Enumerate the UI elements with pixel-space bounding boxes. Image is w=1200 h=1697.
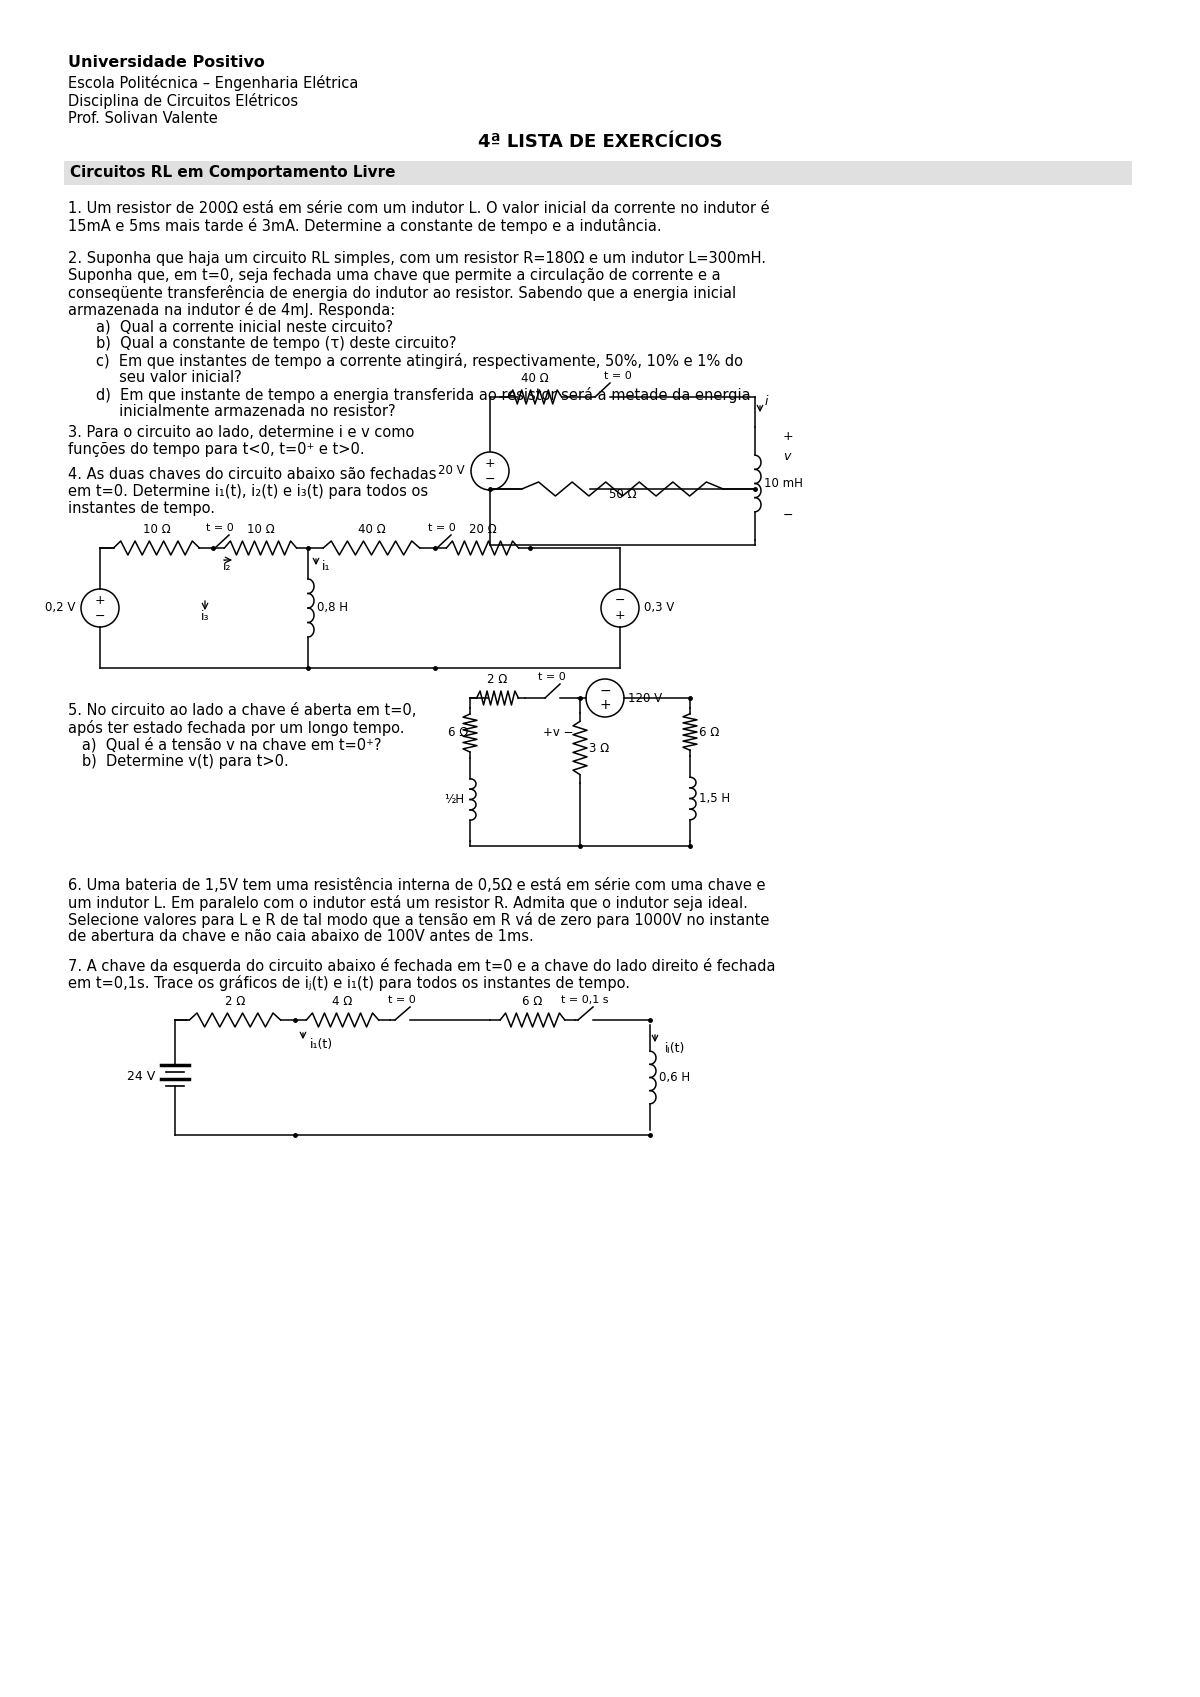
Text: i₁(t): i₁(t) [310, 1039, 334, 1050]
Text: armazenada na indutor é de 4mJ. Responda:: armazenada na indutor é de 4mJ. Responda… [68, 302, 395, 317]
Text: i₁: i₁ [322, 560, 330, 574]
Text: 50 Ω: 50 Ω [608, 489, 636, 501]
Text: funções do tempo para t<0, t=0⁺ e t>0.: funções do tempo para t<0, t=0⁺ e t>0. [68, 441, 365, 456]
FancyBboxPatch shape [64, 161, 1132, 185]
Text: 40 Ω: 40 Ω [521, 372, 548, 385]
Text: 10 Ω: 10 Ω [143, 523, 170, 536]
Text: Selecione valores para L e R de tal modo que a tensão em R vá de zero para 1000V: Selecione valores para L e R de tal modo… [68, 911, 769, 928]
Text: 3. Para o circuito ao lado, determine i e v como: 3. Para o circuito ao lado, determine i … [68, 424, 414, 440]
Text: 0,2 V: 0,2 V [44, 601, 74, 614]
Text: Suponha que, em t=0, seja fechada uma chave que permite a circulação de corrente: Suponha que, em t=0, seja fechada uma ch… [68, 268, 721, 283]
Text: 10 mH: 10 mH [764, 477, 803, 490]
Text: t = 0,1 s: t = 0,1 s [562, 994, 608, 1005]
Text: 3 Ω: 3 Ω [589, 742, 610, 755]
Text: i: i [766, 395, 768, 407]
Text: 5. No circuito ao lado a chave é aberta em t=0,: 5. No circuito ao lado a chave é aberta … [68, 703, 416, 718]
Text: t = 0: t = 0 [538, 672, 566, 682]
Text: 2 Ω: 2 Ω [224, 994, 245, 1008]
Text: t = 0: t = 0 [428, 523, 456, 533]
Text: +: + [784, 431, 793, 443]
Text: um indutor L. Em paralelo com o indutor está um resistor R. Admita que o indutor: um indutor L. Em paralelo com o indutor … [68, 894, 748, 911]
Text: b)  Qual a constante de tempo (τ) deste circuito?: b) Qual a constante de tempo (τ) deste c… [96, 336, 456, 351]
Text: +: + [485, 456, 496, 470]
Text: +: + [95, 594, 106, 608]
Text: 10 Ω: 10 Ω [247, 523, 275, 536]
Text: Circuitos RL em Comportamento Livre: Circuitos RL em Comportamento Livre [70, 165, 396, 180]
Text: 6 Ω: 6 Ω [522, 994, 542, 1008]
Text: em t=0. Determine i₁(t), i₂(t) e i₃(t) para todos os: em t=0. Determine i₁(t), i₂(t) e i₃(t) p… [68, 484, 428, 499]
Text: 6 Ω: 6 Ω [698, 726, 719, 738]
Text: 40 Ω: 40 Ω [358, 523, 385, 536]
Text: de abertura da chave e não caia abaixo de 100V antes de 1ms.: de abertura da chave e não caia abaixo d… [68, 928, 534, 944]
Text: 4 Ω: 4 Ω [332, 994, 353, 1008]
Text: instantes de tempo.: instantes de tempo. [68, 501, 215, 516]
Text: 4ª LISTA DE EXERCÍCIOS: 4ª LISTA DE EXERCÍCIOS [478, 132, 722, 151]
Text: Escola Politécnica – Engenharia Elétrica: Escola Politécnica – Engenharia Elétrica [68, 75, 359, 92]
Text: inicialmente armazenada no resistor?: inicialmente armazenada no resistor? [96, 404, 396, 419]
Text: d)  Em que instante de tempo a energia transferida ao resistor será a metade da : d) Em que instante de tempo a energia tr… [96, 387, 751, 402]
Text: 0,3 V: 0,3 V [644, 601, 674, 614]
Text: t = 0: t = 0 [388, 994, 416, 1005]
Text: Universidade Positivo: Universidade Positivo [68, 54, 265, 70]
Text: após ter estado fechada por um longo tempo.: após ter estado fechada por um longo tem… [68, 720, 404, 736]
Text: v: v [784, 450, 791, 463]
Text: conseqüente transferência de energia do indutor ao resistor. Sabendo que a energ: conseqüente transferência de energia do … [68, 285, 736, 300]
Text: ½H: ½H [444, 792, 464, 806]
Text: 2. Suponha que haja um circuito RL simples, com um resistor R=180Ω e um indutor : 2. Suponha que haja um circuito RL simpl… [68, 251, 766, 266]
Text: t = 0: t = 0 [206, 523, 234, 533]
Text: +v −: +v − [542, 726, 574, 740]
Text: −: − [95, 609, 106, 623]
Text: iⱼ(t): iⱼ(t) [665, 1042, 685, 1056]
Text: 20 Ω: 20 Ω [469, 523, 497, 536]
Text: i₂: i₂ [223, 560, 232, 574]
Text: 6 Ω: 6 Ω [448, 726, 468, 740]
Text: 1,5 H: 1,5 H [698, 792, 730, 804]
Text: 0,6 H: 0,6 H [659, 1071, 690, 1084]
Text: 7. A chave da esquerda do circuito abaixo é fechada em t=0 e a chave do lado dir: 7. A chave da esquerda do circuito abaix… [68, 959, 775, 974]
Text: 20 V: 20 V [438, 465, 466, 477]
Text: +: + [599, 697, 611, 713]
Text: +: + [614, 609, 625, 621]
Text: 15mA e 5ms mais tarde é 3mA. Determine a constante de tempo e a indutância.: 15mA e 5ms mais tarde é 3mA. Determine a… [68, 217, 661, 234]
Text: 120 V: 120 V [628, 691, 662, 704]
Text: a)  Qual a corrente inicial neste circuito?: a) Qual a corrente inicial neste circuit… [96, 319, 394, 334]
Text: 4. As duas chaves do circuito abaixo são fechadas: 4. As duas chaves do circuito abaixo são… [68, 467, 437, 482]
Text: −: − [599, 684, 611, 697]
Text: t = 0: t = 0 [604, 372, 632, 382]
Text: 2 Ω: 2 Ω [487, 674, 508, 686]
Text: c)  Em que instantes de tempo a corrente atingirá, respectivamente, 50%, 10% e 1: c) Em que instantes de tempo a corrente … [96, 353, 743, 368]
Text: 0,8 H: 0,8 H [317, 601, 348, 614]
Text: Disciplina de Circuitos Elétricos: Disciplina de Circuitos Elétricos [68, 93, 298, 109]
Text: i₃: i₃ [200, 609, 209, 623]
Text: −: − [485, 472, 496, 485]
Text: −: − [784, 509, 793, 521]
Text: Prof. Solivan Valente: Prof. Solivan Valente [68, 110, 217, 126]
Text: b)  Determine v(t) para t>0.: b) Determine v(t) para t>0. [68, 753, 289, 769]
Text: 24 V: 24 V [127, 1071, 155, 1083]
Text: 1. Um resistor de 200Ω está em série com um indutor L. O valor inicial da corren: 1. Um resistor de 200Ω está em série com… [68, 200, 769, 216]
Text: a)  Qual é a tensão v na chave em t=0⁺?: a) Qual é a tensão v na chave em t=0⁺? [68, 736, 382, 752]
Text: seu valor inicial?: seu valor inicial? [96, 370, 241, 385]
Text: −: − [614, 594, 625, 606]
Text: em t=0,1s. Trace os gráficos de iⱼ(t) e i₁(t) para todos os instantes de tempo.: em t=0,1s. Trace os gráficos de iⱼ(t) e … [68, 976, 630, 991]
Text: 6. Uma bateria de 1,5V tem uma resistência interna de 0,5Ω e está em série com u: 6. Uma bateria de 1,5V tem uma resistênc… [68, 877, 766, 893]
